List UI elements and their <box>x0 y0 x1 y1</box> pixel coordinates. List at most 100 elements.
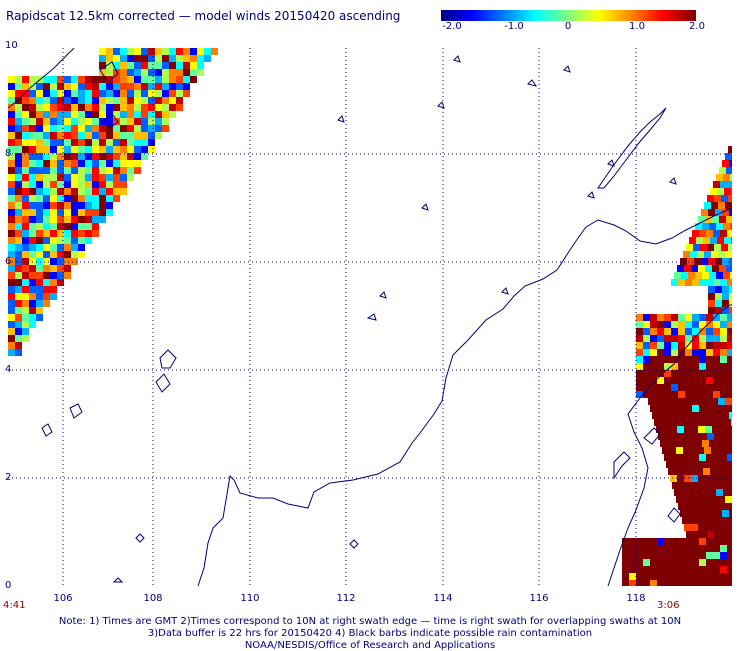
swath-cell <box>43 293 50 300</box>
swath-cell <box>731 188 732 195</box>
swath-cell <box>120 125 127 132</box>
swath-cell <box>71 90 78 97</box>
swath-cell <box>678 328 685 335</box>
swath-cell <box>134 62 141 69</box>
swath-cell <box>678 321 685 328</box>
swath-cell <box>127 69 134 76</box>
swath-cell <box>50 258 57 265</box>
swath-cell <box>724 468 731 475</box>
swath-cell <box>22 321 29 328</box>
swath-cell <box>43 237 50 244</box>
swath-cell <box>8 230 15 237</box>
east-islands <box>613 427 681 523</box>
swath-cell <box>723 272 730 279</box>
swath-cell <box>155 132 162 139</box>
swath-cell <box>691 475 698 482</box>
map-panel <box>8 48 732 586</box>
swath-cell <box>50 97 57 104</box>
swath-cell <box>50 181 57 188</box>
swath-cell <box>622 559 629 566</box>
swath-cell <box>71 230 78 237</box>
swath-cell <box>15 97 22 104</box>
swath-cell <box>22 293 29 300</box>
swath-cell <box>657 545 664 552</box>
swath-cell <box>643 391 650 398</box>
swath-cell <box>15 132 22 139</box>
swath-cell <box>657 363 664 370</box>
swath-cell <box>36 209 43 216</box>
swath-cell <box>665 433 672 440</box>
swath-cell <box>71 195 78 202</box>
swath-cell <box>50 111 57 118</box>
swath-cell <box>704 398 711 405</box>
swath-cell <box>64 244 71 251</box>
swath-cell <box>127 139 134 146</box>
swath-cell <box>78 125 85 132</box>
swath-cell <box>106 55 113 62</box>
swath-cell <box>85 160 92 167</box>
swath-cell <box>657 559 664 566</box>
swath-cell <box>64 160 71 167</box>
swath-cell <box>685 580 692 586</box>
swath-cell <box>106 111 113 118</box>
swath-cell <box>15 118 22 125</box>
swath-cell <box>691 265 698 272</box>
swath-cell <box>684 475 691 482</box>
swath-cell <box>106 132 113 139</box>
swath-cell <box>134 153 141 160</box>
swath-cell <box>57 83 64 90</box>
swath-cell <box>729 300 732 307</box>
swath-cell <box>664 384 671 391</box>
swath-cell <box>729 258 732 265</box>
swath-cell <box>720 349 727 356</box>
swath-cell <box>636 314 643 321</box>
swath-cell <box>687 412 694 419</box>
swath-cell <box>681 272 688 279</box>
swath-cell <box>127 174 134 181</box>
swath-cell <box>705 216 712 223</box>
swath-cell <box>720 370 727 377</box>
swath-cell <box>720 454 727 461</box>
swath-cell <box>668 419 675 426</box>
swath-cell <box>680 412 687 419</box>
swath-cell <box>694 258 701 265</box>
swath-cell <box>85 216 92 223</box>
swath-cell <box>71 76 78 83</box>
swath-cell <box>36 83 43 90</box>
borneo-coast <box>197 207 732 586</box>
swath-cell <box>650 545 657 552</box>
swath-cell <box>22 328 29 335</box>
swath-cell <box>690 251 697 258</box>
swath-cell <box>176 104 183 111</box>
lon-label-110: 110 <box>240 593 260 604</box>
swath-cell <box>707 244 714 251</box>
swath-cell <box>699 342 706 349</box>
swath-cell <box>183 48 190 55</box>
swath-cell <box>636 328 643 335</box>
swath-cell <box>92 132 99 139</box>
swath-cell <box>715 412 722 419</box>
swath-cell <box>664 321 671 328</box>
swath-cell <box>113 62 120 69</box>
swath-cell <box>629 559 636 566</box>
swath-cell <box>85 223 92 230</box>
swath-cell <box>22 153 29 160</box>
swath-cell <box>36 125 43 132</box>
swath-cell <box>36 181 43 188</box>
swath-cell <box>113 160 120 167</box>
swath-cell <box>148 132 155 139</box>
swath-cell <box>682 517 689 524</box>
swath-cell <box>713 279 720 286</box>
swath-cell <box>678 405 685 412</box>
swath-cell <box>692 503 699 510</box>
swath-cell <box>57 216 64 223</box>
swath-cell <box>664 314 671 321</box>
swath-cell <box>148 118 155 125</box>
swath-cell <box>64 76 71 83</box>
swath-cell <box>684 524 691 531</box>
swath-cell <box>29 174 36 181</box>
swath-cell <box>727 538 732 545</box>
swath-cell <box>706 230 713 237</box>
swath-cell <box>703 237 710 244</box>
swath-cell <box>162 118 169 125</box>
